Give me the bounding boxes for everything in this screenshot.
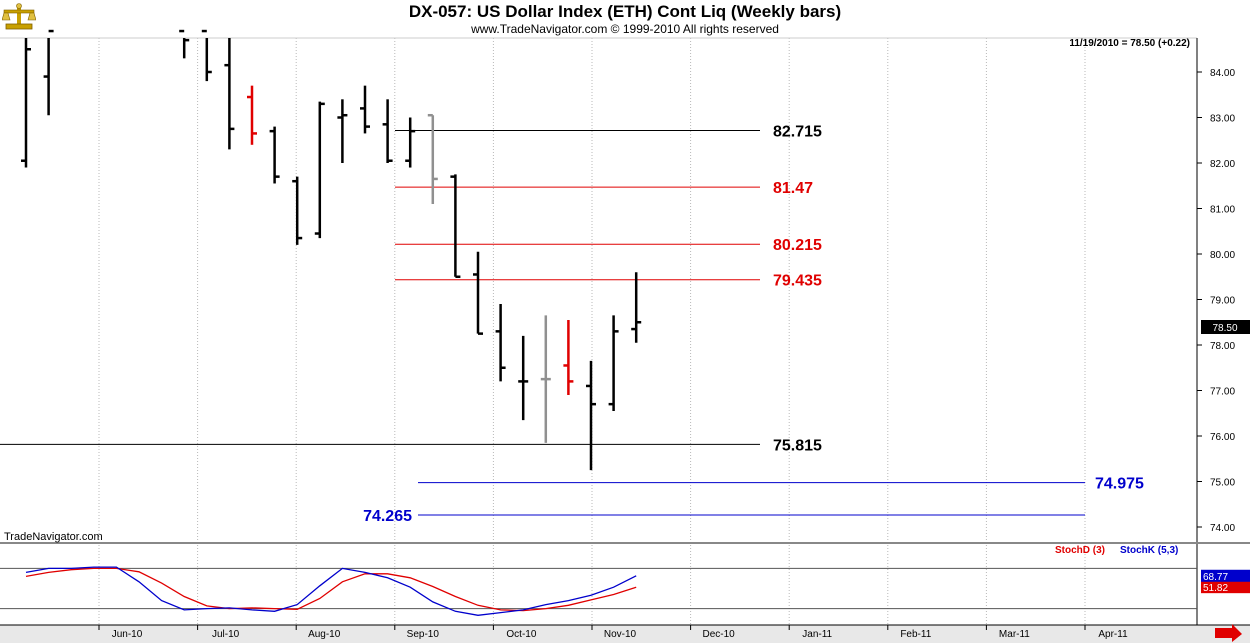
- vertical-gridlines: [98, 38, 1086, 625]
- stoch-last-label-1: 68.77: [1203, 572, 1228, 583]
- level-label-3: 79.435: [773, 273, 822, 290]
- ohlc-bar-8: [314, 101, 325, 239]
- x-tick-label-1: Jul-10: [212, 629, 240, 640]
- stoch-last-box-1: [1201, 569, 1250, 582]
- ohlc-bar-4: [224, 38, 235, 150]
- ohlc-bar-17: [518, 335, 529, 421]
- ohlc-bar-0: [21, 38, 31, 168]
- x-tick-label-7: Jan-11: [802, 629, 832, 640]
- x-tick-label-3: Sep-10: [407, 629, 440, 640]
- stoch-line-0: [25, 567, 637, 612]
- level-label-2: 80.215: [773, 237, 822, 254]
- price-axis-panel: [1197, 38, 1250, 543]
- x-tick-label-2: Aug-10: [308, 629, 341, 640]
- ohlc-bar-13: [427, 113, 438, 204]
- y-tick-label-2: 76.00: [1210, 432, 1235, 443]
- y-tick-label-1: 75.00: [1210, 478, 1235, 489]
- x-tick-label-5: Nov-10: [604, 629, 637, 640]
- ohlc-bar-6: [269, 126, 280, 184]
- level-label-1: 81.47: [773, 180, 813, 197]
- stoch-last-label-0: 51.82: [1203, 583, 1228, 594]
- y-tick-label-6: 80.00: [1210, 250, 1235, 261]
- x-tick-label-8: Feb-11: [900, 629, 931, 640]
- x-tick-label-4: Oct-10: [506, 629, 536, 640]
- y-tick-label-0: 74.00: [1210, 523, 1235, 534]
- ohlc-bar-16: [495, 304, 506, 382]
- x-tick-label-9: Mar-11: [999, 629, 1030, 640]
- time-axis-panel: [0, 625, 1250, 643]
- info-readout: 11/19/2010 = 78.50 (+0.22): [1069, 38, 1190, 49]
- chart-header: DX-057: US Dollar Index (ETH) Cont Liq (…: [0, 0, 1250, 38]
- ohlc-bar-11: [382, 99, 393, 163]
- price-levels: [0, 129, 1085, 516]
- ohlc-bar-12: [405, 117, 416, 168]
- copyright-subtitle: www.TradeNavigator.com © 1999-2010 All r…: [471, 22, 779, 36]
- ohlc-bar-19: [563, 319, 574, 396]
- ohlc-bar-9: [337, 99, 348, 163]
- chart-title: DX-057: US Dollar Index (ETH) Cont Liq (…: [408, 2, 842, 21]
- ohlc-bar-21: [608, 315, 619, 411]
- price-level-labels: 82.715 81.47 80.215 79.435 75.815 74.975 74.26…: [363, 123, 1144, 524]
- ohlc-bar-15: [473, 251, 483, 335]
- y-tick-label-7: 81.00: [1210, 205, 1235, 216]
- scroll-right-arrow-icon[interactable]: [1215, 624, 1242, 642]
- y-tick-label-5: 79.00: [1210, 296, 1235, 307]
- ohlc-bar-14: [450, 174, 461, 278]
- x-tick-label-6: Dec-10: [702, 629, 735, 640]
- time-axis-ticks: Jun-10 Jul-10 Aug-10 Sep-10 Oct-10 Nov-10 Dec-…: [98, 625, 1128, 640]
- stoch-last-box-0: [1201, 581, 1250, 594]
- ohlc-bars: [21, 29, 642, 471]
- y-tick-label-4: 78.00: [1210, 341, 1235, 352]
- y-tick-label-3: 77.00: [1210, 387, 1235, 398]
- ohlc-bar-10: [360, 85, 370, 134]
- ohlc-bar-7: [292, 176, 303, 245]
- x-tick-label-10: Apr-11: [1098, 629, 1128, 640]
- legend-stochd: StochD (3): [1055, 545, 1105, 556]
- level-label-6: 74.265: [363, 508, 412, 525]
- ohlc-bar-1: [43, 29, 54, 116]
- ohlc-bar-18: [540, 315, 551, 443]
- ohlc-bar-5: [247, 85, 257, 145]
- last-price-label: 78.50: [1212, 323, 1237, 334]
- y-tick-label-10: 84.00: [1210, 68, 1235, 79]
- x-tick-label-0: Jun-10: [112, 629, 143, 640]
- ohlc-bar-2: [179, 29, 190, 59]
- y-tick-label-8: 82.00: [1210, 159, 1235, 170]
- stoch-line-1: [25, 566, 637, 616]
- price-axis-ticks: 74.00 75.00 76.00 77.00 78.00 79.00 80.00 81.00…: [1197, 68, 1235, 534]
- level-label-5: 74.975: [1095, 476, 1144, 493]
- ohlc-bar-22: [631, 272, 642, 343]
- ohlc-bar-3: [201, 29, 212, 82]
- ohlc-bar-20: [586, 360, 596, 471]
- last-price-marker: 78.50: [1201, 320, 1250, 334]
- y-tick-label-9: 83.00: [1210, 114, 1235, 125]
- level-label-4: 75.815: [773, 437, 822, 454]
- level-label-0: 82.715: [773, 123, 822, 140]
- legend-stochk: StochK (5,3): [1120, 545, 1178, 556]
- gold-scale-logo-icon: [2, 3, 36, 30]
- tradenavigator-watermark: TradeNavigator.com: [4, 531, 103, 543]
